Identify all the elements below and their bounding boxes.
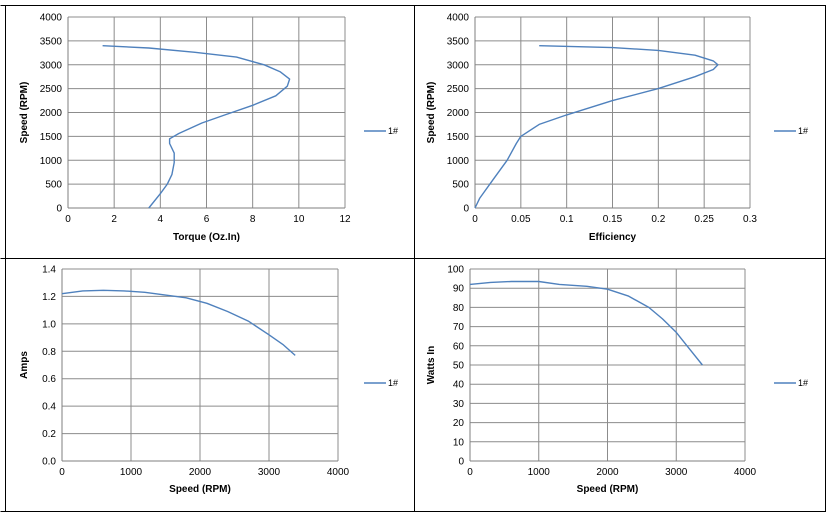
x-tick-label: 4000 bbox=[327, 467, 350, 478]
legend-label: 1# bbox=[798, 126, 808, 136]
x-axis-label: Speed (RPM) bbox=[169, 484, 231, 495]
x-tick-label: 2000 bbox=[596, 467, 619, 478]
chart-speed-vs-efficiency: 0 0.05 0.1 0.15 0.2 0.25 0.3 0 500 1000 1500 2000 25… bbox=[426, 13, 808, 244]
panel-borders bbox=[0, 5, 826, 512]
x-tick-label: 0 bbox=[65, 214, 71, 225]
x-tick-label: 2 bbox=[111, 214, 117, 225]
y-tick-label: 1.2 bbox=[42, 292, 56, 303]
y-tick-label: 40 bbox=[453, 380, 465, 391]
y-tick-label: 1000 bbox=[40, 156, 63, 167]
x-tick-label: 1000 bbox=[120, 467, 143, 478]
y-tick-label: 3500 bbox=[447, 36, 470, 47]
x-tick-label: 3000 bbox=[665, 467, 688, 478]
chart-amps-vs-speed: 0 1000 2000 3000 4000 0.0 0.2 0.4 0.6 0.8 1.0 1.2 1.… bbox=[19, 265, 398, 496]
x-tick-label: 4 bbox=[158, 214, 164, 225]
x-tick-label: 0.25 bbox=[694, 214, 714, 225]
y-tick-label: 0 bbox=[56, 204, 62, 215]
y-tick-label: 1.0 bbox=[42, 319, 56, 330]
x-tick-label: 0.1 bbox=[560, 214, 574, 225]
y-tick-label: 2500 bbox=[447, 84, 470, 95]
y-tick-label: 4000 bbox=[40, 13, 63, 24]
legend-label: 1# bbox=[798, 378, 808, 388]
y-tick-label: 4000 bbox=[447, 13, 470, 24]
y-tick-label: 100 bbox=[447, 265, 464, 276]
y-tick-label: 3500 bbox=[40, 36, 63, 47]
x-tick-label: 2000 bbox=[189, 467, 212, 478]
y-axis-label: Speed (RPM) bbox=[19, 82, 30, 144]
x-tick-label: 0.15 bbox=[603, 214, 623, 225]
x-tick-label: 4000 bbox=[734, 467, 757, 478]
y-tick-label: 3000 bbox=[447, 60, 470, 71]
y-tick-label: 50 bbox=[453, 361, 465, 372]
x-tick-label: 0 bbox=[467, 467, 473, 478]
x-tick-label: 0.2 bbox=[651, 214, 665, 225]
y-tick-label: 0.6 bbox=[42, 374, 56, 385]
y-tick-label: 1000 bbox=[447, 156, 470, 167]
y-tick-label: 80 bbox=[453, 303, 465, 314]
y-tick-label: 0.8 bbox=[42, 347, 56, 358]
y-axis-label: Watts In bbox=[426, 346, 437, 385]
x-axis-label: Efficiency bbox=[589, 232, 637, 243]
y-axis-label: Amps bbox=[19, 351, 30, 379]
x-axis-label: Speed (RPM) bbox=[577, 484, 639, 495]
x-tick-label: 0.05 bbox=[511, 214, 531, 225]
y-tick-label: 2000 bbox=[447, 108, 470, 119]
x-tick-label: 1000 bbox=[528, 467, 551, 478]
y-tick-label: 20 bbox=[453, 418, 465, 429]
legend-label: 1# bbox=[388, 126, 398, 136]
series-line-1 bbox=[102, 45, 291, 209]
y-tick-label: 10 bbox=[453, 437, 465, 448]
y-axis-label: Speed (RPM) bbox=[426, 82, 437, 144]
series-line-1 bbox=[474, 45, 719, 209]
series-line-1 bbox=[61, 289, 296, 356]
y-tick-label: 500 bbox=[45, 180, 62, 191]
x-tick-label: 10 bbox=[293, 214, 305, 225]
y-tick-label: 1500 bbox=[447, 132, 470, 143]
series-line-1 bbox=[469, 280, 703, 366]
y-tick-label: 0 bbox=[458, 457, 464, 468]
chart-watts-in-vs-speed: 0 1000 2000 3000 4000 0 10 20 30 40 50 60 70 80 90 100 S… bbox=[426, 265, 808, 496]
x-tick-label: 8 bbox=[250, 214, 256, 225]
x-tick-label: 3000 bbox=[258, 467, 281, 478]
legend-label: 1# bbox=[388, 378, 398, 388]
y-tick-label: 30 bbox=[453, 399, 465, 410]
y-tick-label: 60 bbox=[453, 341, 465, 352]
y-tick-label: 0.0 bbox=[42, 457, 56, 468]
x-tick-label: 0.3 bbox=[743, 214, 757, 225]
x-tick-label: 12 bbox=[339, 214, 351, 225]
y-tick-label: 0 bbox=[463, 204, 469, 215]
x-axis-label: Torque (Oz.In) bbox=[173, 232, 240, 243]
y-tick-label: 0.4 bbox=[42, 402, 56, 413]
y-tick-label: 70 bbox=[453, 322, 465, 333]
chart-speed-vs-torque: 0 2 4 6 8 10 12 0 500 1000 1500 2000 2500 3000 3500 400… bbox=[19, 13, 398, 244]
y-tick-label: 2500 bbox=[40, 84, 63, 95]
x-tick-label: 0 bbox=[472, 214, 478, 225]
y-tick-label: 0.2 bbox=[42, 429, 56, 440]
y-tick-label: 3000 bbox=[40, 60, 63, 71]
x-tick-label: 0 bbox=[59, 467, 65, 478]
y-tick-label: 90 bbox=[453, 284, 465, 295]
y-tick-label: 500 bbox=[452, 180, 469, 191]
y-tick-label: 1.4 bbox=[42, 265, 56, 276]
x-tick-label: 6 bbox=[204, 214, 210, 225]
y-tick-label: 2000 bbox=[40, 108, 63, 119]
y-tick-label: 1500 bbox=[40, 132, 63, 143]
